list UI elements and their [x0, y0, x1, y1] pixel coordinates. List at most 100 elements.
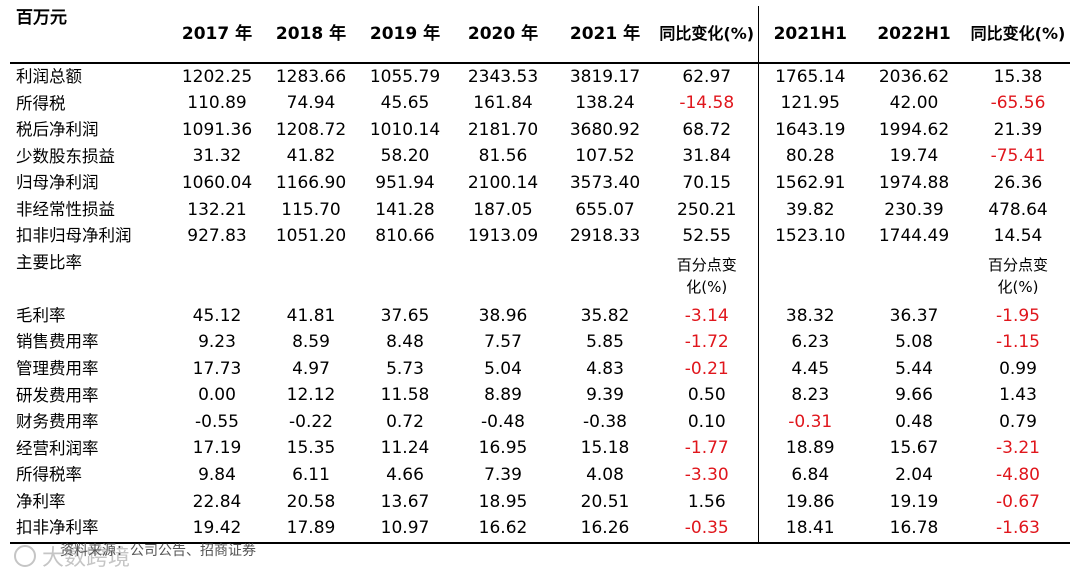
table-cell: 18.89: [757, 435, 862, 463]
table-cell: 8.59: [292, 332, 330, 353]
table-cell: 15.35: [286, 438, 336, 459]
table-cell: 1.43: [999, 385, 1037, 406]
table-cell: 19.19: [889, 491, 939, 512]
table-cell: 4.97: [292, 358, 330, 379]
table-cell: 1765.14: [757, 63, 862, 91]
table-cell: 1091.36: [181, 119, 253, 140]
table-cell: -14.58: [679, 93, 735, 114]
table-cell: -3.21: [996, 438, 1040, 459]
table-cell: 110.89: [187, 93, 247, 114]
table-cell: 74.94: [286, 93, 336, 114]
col-header-2021: 2021 年: [569, 23, 641, 44]
table-row: 管理费用率 17.73 4.97 5.73 5.04 4.83 -0.21 4.45 5.44 0…: [10, 356, 1070, 383]
table-cell: 16.26: [580, 518, 630, 539]
watermark: 大数跨境: [14, 540, 130, 572]
table-cell: -0.38: [583, 411, 627, 432]
table-cell: 1010.14: [369, 119, 441, 140]
financial-summary-table: 百万元 2017 年 2018 年 2019 年 2020 年 2021 年 同…: [10, 6, 1070, 544]
table-cell: 1283.66: [275, 66, 347, 87]
table-cell: 4.83: [586, 358, 624, 379]
col-header-yoy-annual: 同比变化(%): [659, 23, 755, 43]
table-cell: -0.48: [481, 411, 525, 432]
table-row: 所得税率 9.84 6.11 4.66 7.39 4.08 -3.30 6.84 2.04 -4.…: [10, 462, 1070, 489]
table-cell: 1055.79: [369, 66, 441, 87]
row-label: 财务费用率: [16, 412, 99, 432]
table-cell: 3680.92: [569, 119, 641, 140]
table-cell: 15.18: [580, 438, 630, 459]
col-header-2020: 2020 年: [467, 23, 539, 44]
table-cell: 9.39: [586, 385, 624, 406]
table-cell: 2343.53: [467, 66, 539, 87]
table-cell: 1994.62: [878, 119, 950, 140]
empty-cell: [452, 250, 554, 277]
table-cell: 6.84: [757, 462, 862, 489]
table-cell: -4.80: [996, 464, 1040, 485]
table-cell: -1.77: [684, 438, 729, 459]
row-label: 所得税: [16, 93, 66, 113]
table-cell: 22.84: [192, 491, 242, 512]
col-header-2021h1: 2021H1: [757, 6, 862, 63]
table-cell: 68.72: [682, 119, 732, 140]
empty-cell: [358, 276, 452, 303]
table-cell: -0.22: [289, 411, 333, 432]
table-cell: 10.97: [380, 518, 430, 539]
table-cell: 8.48: [386, 332, 424, 353]
table-cell: -75.41: [990, 146, 1046, 167]
table-cell: 17.19: [192, 438, 242, 459]
table-cell: -0.21: [684, 358, 729, 379]
table-cell: 5.85: [586, 332, 624, 353]
table-cell: -3.14: [684, 305, 729, 326]
col-header-2018: 2018 年: [275, 23, 347, 44]
table-cell: 45.65: [380, 93, 430, 114]
table-cell: 11.58: [380, 385, 430, 406]
table-cell: 5.44: [895, 358, 933, 379]
table-cell: 1202.25: [181, 66, 253, 87]
table-cell: 15.67: [889, 438, 939, 459]
table-cell: 1051.20: [275, 226, 347, 247]
ratio-change-unit-note: 百分点变 化(%): [966, 250, 1070, 303]
note-line: 百分点变: [987, 255, 1048, 274]
table-cell: 9.23: [198, 332, 236, 353]
table-cell: 4.45: [757, 356, 862, 383]
table-cell: 161.84: [473, 93, 533, 114]
table-cell: 35.82: [580, 305, 630, 326]
table-cell: 138.24: [575, 93, 635, 114]
row-label: 税后净利润: [16, 120, 99, 140]
col-header-2017: 2017 年: [181, 23, 253, 44]
table-cell: 107.52: [575, 146, 635, 167]
row-label: 扣非净利率: [16, 518, 99, 538]
table-cell: 6.11: [292, 464, 330, 485]
table-cell: 17.73: [192, 358, 242, 379]
empty-cell: [452, 276, 554, 303]
table-cell: 2918.33: [569, 226, 641, 247]
table-cell: 2100.14: [467, 172, 539, 193]
row-label: 管理费用率: [16, 359, 99, 379]
unit-label: 百万元: [16, 8, 67, 28]
col-header-2022h1: 2022H1: [877, 23, 951, 44]
table-cell: 12.12: [286, 385, 336, 406]
ratio-section-header: 主要比率 百分点变 化(%) 百分点变 化(%): [10, 249, 1070, 296]
row-label: 非经常性损益: [16, 199, 115, 219]
table-row: 非经常性损益 132.21 115.70 141.28 187.05 655.07 250.…: [10, 196, 1070, 224]
table-cell: 0.79: [999, 411, 1037, 432]
table-cell: 17.89: [286, 518, 336, 539]
table-row: 利润总额 1202.25 1283.66 1055.79 2343.53 3819.17 6…: [10, 63, 1070, 91]
empty-cell: [170, 276, 264, 303]
empty-cell: [358, 250, 452, 277]
table-cell: 1166.90: [275, 172, 347, 193]
table-cell: 115.70: [281, 199, 341, 220]
table-cell: 16.78: [889, 518, 939, 539]
table-cell: 1562.91: [757, 170, 862, 197]
table-cell: 0.48: [895, 411, 933, 432]
table-cell: 39.82: [757, 196, 862, 224]
table-cell: -3.30: [684, 464, 729, 485]
row-label: 扣非归母净利润: [16, 226, 132, 246]
header-row: 百万元 2017 年 2018 年 2019 年 2020 年 2021 年 同…: [10, 6, 1070, 63]
table-cell: 41.82: [286, 146, 336, 167]
table-cell: 38.32: [757, 302, 862, 330]
source-note: 资料来源：公司公告、招商证券: [60, 543, 256, 559]
table-cell: 3573.40: [569, 172, 641, 193]
table-cell: 7.39: [484, 464, 522, 485]
table-cell: 45.12: [192, 305, 242, 326]
table-cell: 8.89: [484, 385, 522, 406]
